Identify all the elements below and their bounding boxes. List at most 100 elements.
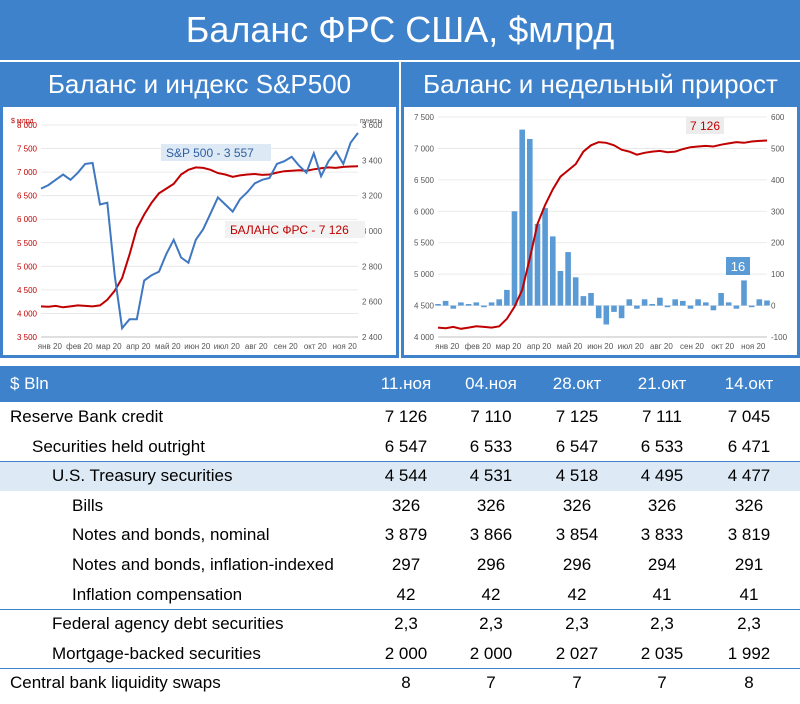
table-cell: 6 533 xyxy=(469,436,513,456)
table-cell: 41 xyxy=(739,584,759,604)
table-cell: 4 518 xyxy=(555,466,599,486)
left-tick-label: 6 500 xyxy=(17,192,38,201)
table-cell: 291 xyxy=(734,555,764,574)
sp500-label-box xyxy=(161,144,271,161)
right-tick-label: 2 800 xyxy=(362,262,383,271)
bar xyxy=(435,304,441,306)
x-tick-label: мар 20 xyxy=(496,342,522,351)
table-cell: 3 833 xyxy=(640,525,684,545)
table-cell: 297 xyxy=(391,555,421,574)
table-cell: 296 xyxy=(476,555,506,574)
right-tick-label: 500 xyxy=(771,144,785,153)
x-tick-label: авг 20 xyxy=(245,342,268,351)
table-cell: 3 819 xyxy=(727,525,771,545)
table-row: Central bank liquidity swaps 8 7 7 7 8 xyxy=(0,668,800,698)
bar xyxy=(641,299,648,306)
table-cell: 2,3 xyxy=(737,614,761,634)
bar xyxy=(618,305,625,319)
table-row: Inflation compensation 42 42 42 41 41 xyxy=(0,580,800,610)
table-row: Federal agency debt securities 2,3 2,3 2,3 2… xyxy=(0,609,800,639)
table-cell: 6 471 xyxy=(727,436,771,456)
table-cell: 2,3 xyxy=(479,614,503,634)
row-label: Notes and bonds, nominal xyxy=(72,525,270,545)
balance-line xyxy=(437,139,768,330)
x-tick-label: июл 20 xyxy=(618,342,645,351)
left-tick-label: 5 500 xyxy=(414,239,435,248)
left-tick-label: 3 500 xyxy=(17,333,38,342)
balance-table: $ Bln 11.ноя 04.ноя 28.окт 21.окт 14.окт… xyxy=(0,366,800,704)
table-cell: 7 125 xyxy=(555,407,599,426)
left-tick-label: 4 500 xyxy=(17,286,38,295)
row-label: Federal agency debt securities xyxy=(52,614,284,634)
x-tick-label: фев 20 xyxy=(465,342,492,351)
table-cell: 7 110 xyxy=(470,407,512,426)
bar xyxy=(595,305,602,319)
sp500-balance-chart-panel: 3 500 4 000 4 500 5 000 5 500 6 000 6 500 7 000… xyxy=(0,104,399,358)
bar xyxy=(680,300,686,306)
table-cell: 3 879 xyxy=(384,525,428,545)
page-title: Баланс ФРС США, $млрд xyxy=(0,0,800,60)
bar xyxy=(481,305,487,308)
row-label: Securities held outright xyxy=(32,436,205,456)
x-tick-label: фев 20 xyxy=(66,342,93,351)
x-tick-label: сен 20 xyxy=(680,342,705,351)
table-cell: 296 xyxy=(562,555,592,574)
bar xyxy=(504,289,510,306)
balance-data-label: 7 126 xyxy=(690,119,720,133)
table-cell: 3 866 xyxy=(469,525,513,545)
table-cell: 1 992 xyxy=(727,643,771,663)
x-tick-label: май 20 xyxy=(557,342,583,351)
bar xyxy=(710,305,717,311)
weekly-label-box xyxy=(726,257,750,275)
right-tick-label: 400 xyxy=(771,176,785,185)
table-cell: 7 111 xyxy=(641,407,683,426)
table-cell: 326 xyxy=(734,495,764,515)
left-chart-subtitle: Баланс и индекс S&P500 xyxy=(0,60,399,104)
bar xyxy=(442,300,449,306)
bar xyxy=(565,252,571,306)
balance-label-box xyxy=(686,117,724,134)
x-tick-label: ноя 20 xyxy=(333,342,358,351)
bar xyxy=(496,299,502,306)
bar xyxy=(672,299,678,306)
bar xyxy=(588,293,594,306)
x-tick-label: апр 20 xyxy=(527,342,552,351)
bar xyxy=(519,129,525,306)
left-axis-unit: $ млрд xyxy=(11,118,34,125)
bar xyxy=(473,302,480,306)
table-cell: 7 045 xyxy=(727,407,771,426)
right-tick-label: 3 600 xyxy=(362,121,383,130)
bar xyxy=(733,305,740,309)
table-cell: 4 495 xyxy=(640,466,684,486)
row-label: U.S. Treasury securities xyxy=(52,466,233,486)
bar xyxy=(603,305,610,325)
table-separator xyxy=(0,609,800,611)
x-tick-label: авг 20 xyxy=(650,342,673,351)
x-tick-label: май 20 xyxy=(155,342,181,351)
left-tick-label: 5 500 xyxy=(17,239,38,248)
table-row: Notes and bonds, nominal 3 879 3 866 3 854 3… xyxy=(0,520,800,550)
table-separator xyxy=(0,668,800,670)
x-tick-label: сен 20 xyxy=(274,342,299,351)
left-tick-label: 4 500 xyxy=(414,302,435,311)
right-tick-label: 3 200 xyxy=(362,192,383,201)
row-label: Central bank liquidity swaps xyxy=(10,673,221,693)
table-cell: 294 xyxy=(647,555,677,574)
right-axis-unit: пункты xyxy=(360,118,383,125)
bar xyxy=(649,304,655,306)
left-tick-label: 5 000 xyxy=(17,262,38,271)
bar xyxy=(718,293,724,306)
table-cell: 4 544 xyxy=(384,466,428,486)
right-tick-label: -100 xyxy=(771,333,788,342)
bar xyxy=(611,305,617,312)
left-tick-label: 6 000 xyxy=(414,207,435,216)
right-tick-label: 3 400 xyxy=(362,156,383,165)
left-tick-label: 6 000 xyxy=(17,215,38,224)
table-cell: 326 xyxy=(562,495,592,515)
column-header: 28.окт xyxy=(552,374,602,393)
table-cell: 42 xyxy=(481,584,501,604)
sp500-balance-chart: 3 500 4 000 4 500 5 000 5 500 6 000 6 500 7 000… xyxy=(3,107,396,355)
table-cell: 6 547 xyxy=(384,436,428,456)
bar xyxy=(534,223,541,306)
column-header: 21.окт xyxy=(637,374,687,393)
